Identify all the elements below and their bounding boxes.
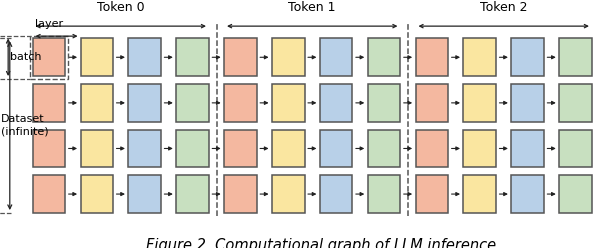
FancyBboxPatch shape	[80, 84, 113, 122]
FancyBboxPatch shape	[80, 175, 113, 213]
FancyBboxPatch shape	[559, 84, 592, 122]
FancyBboxPatch shape	[368, 84, 400, 122]
FancyBboxPatch shape	[320, 84, 352, 122]
FancyBboxPatch shape	[511, 175, 544, 213]
FancyBboxPatch shape	[272, 38, 305, 76]
FancyBboxPatch shape	[272, 175, 305, 213]
FancyBboxPatch shape	[176, 38, 209, 76]
FancyBboxPatch shape	[224, 38, 257, 76]
FancyBboxPatch shape	[320, 175, 352, 213]
Text: Token 2: Token 2	[480, 1, 527, 14]
FancyBboxPatch shape	[368, 129, 400, 167]
FancyBboxPatch shape	[176, 175, 209, 213]
Text: Token 0: Token 0	[97, 1, 145, 14]
Text: Token 1: Token 1	[289, 1, 336, 14]
FancyBboxPatch shape	[559, 129, 592, 167]
FancyBboxPatch shape	[320, 38, 352, 76]
FancyBboxPatch shape	[32, 84, 65, 122]
FancyBboxPatch shape	[416, 84, 448, 122]
FancyBboxPatch shape	[416, 175, 448, 213]
FancyBboxPatch shape	[416, 38, 448, 76]
FancyBboxPatch shape	[511, 84, 544, 122]
Text: Figure 2. Computational graph of LLM inference.: Figure 2. Computational graph of LLM inf…	[146, 238, 500, 248]
Text: Dataset
(infinite): Dataset (infinite)	[1, 115, 48, 137]
FancyBboxPatch shape	[128, 129, 161, 167]
FancyBboxPatch shape	[32, 175, 65, 213]
FancyBboxPatch shape	[128, 38, 161, 76]
Bar	[30, 35, 68, 79]
FancyBboxPatch shape	[320, 129, 352, 167]
FancyBboxPatch shape	[511, 129, 544, 167]
FancyBboxPatch shape	[128, 175, 161, 213]
FancyBboxPatch shape	[511, 38, 544, 76]
FancyBboxPatch shape	[32, 129, 65, 167]
FancyBboxPatch shape	[559, 175, 592, 213]
Text: layer: layer	[35, 20, 64, 30]
FancyBboxPatch shape	[32, 38, 65, 76]
FancyBboxPatch shape	[80, 38, 113, 76]
FancyBboxPatch shape	[463, 129, 496, 167]
FancyBboxPatch shape	[176, 84, 209, 122]
FancyBboxPatch shape	[463, 38, 496, 76]
FancyBboxPatch shape	[463, 84, 496, 122]
FancyBboxPatch shape	[368, 38, 400, 76]
FancyBboxPatch shape	[559, 38, 592, 76]
FancyBboxPatch shape	[224, 84, 257, 122]
FancyBboxPatch shape	[368, 175, 400, 213]
FancyBboxPatch shape	[224, 129, 257, 167]
FancyBboxPatch shape	[176, 129, 209, 167]
FancyBboxPatch shape	[128, 84, 161, 122]
FancyBboxPatch shape	[272, 84, 305, 122]
FancyBboxPatch shape	[80, 129, 113, 167]
Text: batch: batch	[10, 52, 42, 62]
FancyBboxPatch shape	[463, 175, 496, 213]
FancyBboxPatch shape	[224, 175, 257, 213]
FancyBboxPatch shape	[416, 129, 448, 167]
FancyBboxPatch shape	[272, 129, 305, 167]
